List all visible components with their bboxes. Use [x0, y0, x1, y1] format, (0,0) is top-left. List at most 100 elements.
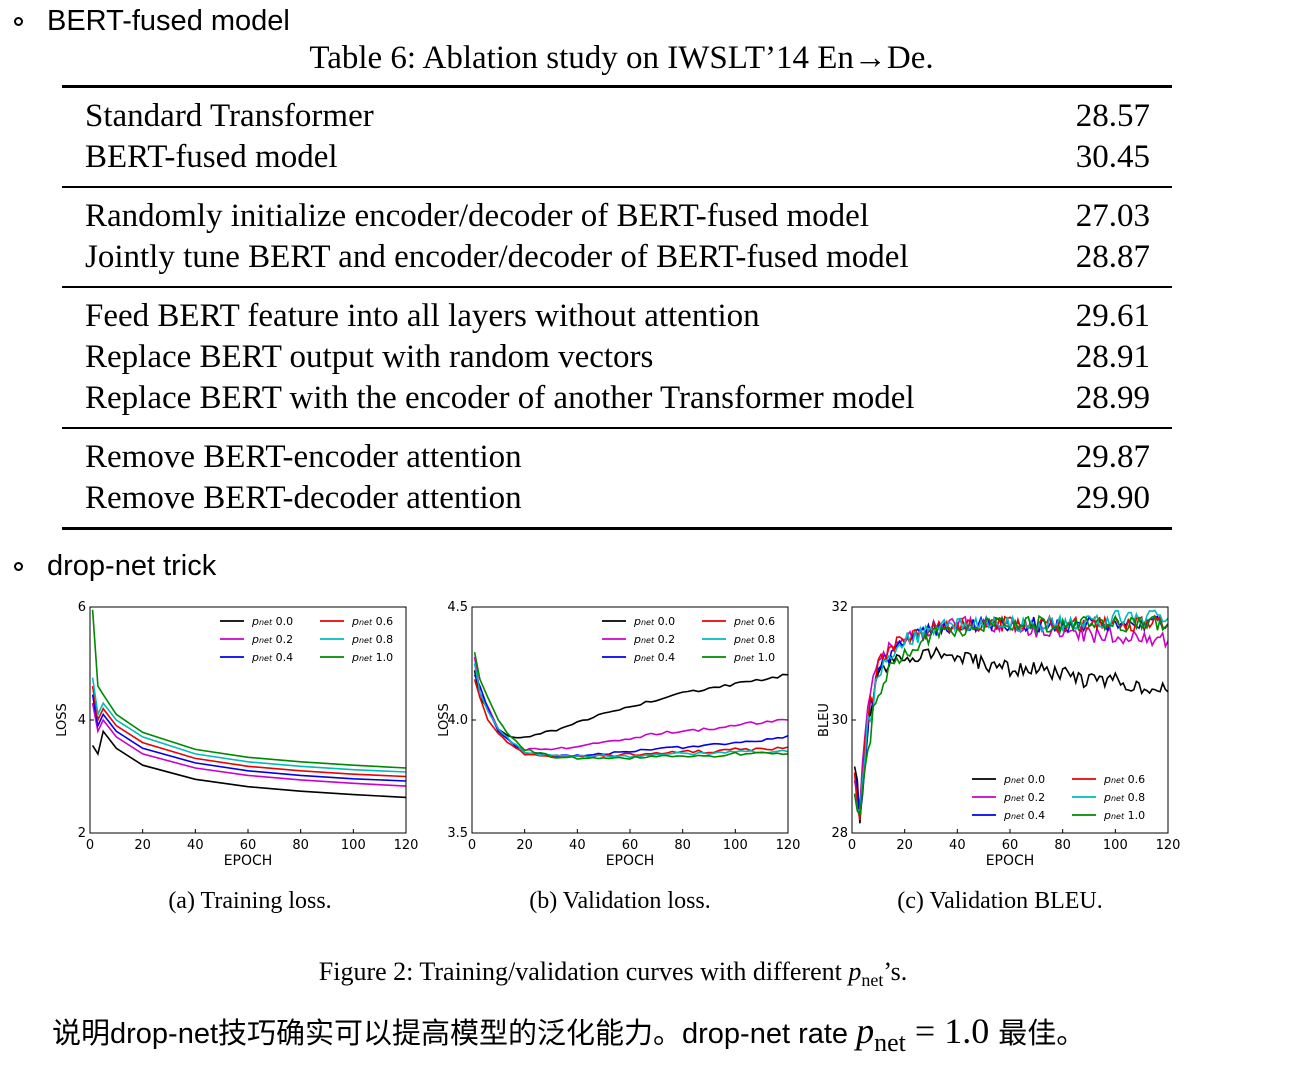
legend-sub: net — [1111, 776, 1125, 785]
table-cell-setting: BERT-fused model — [85, 139, 338, 175]
series-line-5 — [473, 652, 788, 760]
legend-p: p — [251, 633, 259, 646]
bullet-drop-net: drop-net trick — [14, 550, 216, 583]
bullet-circle-icon — [14, 17, 23, 26]
x-tick-label: 0 — [848, 838, 856, 853]
table-caption: Table 6: Ablation study on IWSLT’14 En→D… — [309, 40, 934, 76]
legend-sub: net — [359, 618, 373, 627]
legend-p: p — [1103, 791, 1111, 804]
ablation-table: Standard Transformer 28.57 BERT-fused mode… — [62, 85, 1172, 530]
x-tick-label: 0 — [86, 838, 94, 853]
series-line-5 — [91, 609, 406, 769]
legend-value: 0.8 — [754, 633, 775, 646]
math-eq: = 1.0 — [905, 1011, 999, 1051]
table-group-rule — [62, 286, 1172, 288]
figure-caption: Figure 2: Training/validation curves wit… — [0, 957, 1226, 991]
x-tick-label: 100 — [1103, 838, 1128, 853]
x-tick-label: 40 — [949, 838, 966, 853]
legend-label: pnet 0.2 — [1003, 791, 1045, 804]
table-cell-bleu: 29.87 — [1075, 439, 1150, 475]
legend-value: 0.2 — [272, 633, 293, 646]
legend-label: pnet 0.8 — [733, 633, 775, 646]
table-cell-setting: Randomly initialize encoder/decoder of B… — [85, 198, 869, 234]
x-axis-label: EPOCH — [986, 853, 1035, 869]
legend-value: 0.6 — [372, 615, 393, 628]
series-line-4 — [853, 609, 1168, 812]
x-tick-label: 80 — [674, 838, 691, 853]
legend-label: pnet 1.0 — [1103, 809, 1145, 822]
legend-p: p — [351, 651, 359, 664]
y-axis-label: BLEU — [817, 703, 832, 737]
legend-sub: net — [1011, 776, 1025, 785]
subcaption-c: (c) Validation BLEU. — [897, 888, 1103, 914]
series-line-3 — [91, 685, 406, 778]
x-tick-label: 20 — [896, 838, 913, 853]
series-line-2 — [91, 694, 406, 782]
table-cell-setting: Replace BERT with the encoder of another… — [85, 380, 915, 416]
legend-sub: net — [359, 654, 373, 663]
series-line-1 — [473, 656, 788, 752]
legend-value: 0.4 — [1024, 809, 1045, 822]
legend-sub: net — [259, 654, 273, 663]
conclusion-math: pnet = 1.0 — [856, 1010, 998, 1058]
figure-caption-p: p — [848, 957, 862, 986]
legend-p: p — [1103, 773, 1111, 786]
legend-value: 0.0 — [272, 615, 293, 628]
subcaption-b: (b) Validation loss. — [529, 888, 711, 914]
series-line-2 — [473, 674, 788, 759]
bullet-label: BERT-fused model — [47, 5, 290, 37]
table-cell-setting: Replace BERT output with random vectors — [85, 339, 654, 375]
legend-value: 0.4 — [272, 651, 293, 664]
legend-sub: net — [359, 636, 373, 645]
legend-p: p — [251, 651, 259, 664]
legend-label: pnet 0.0 — [1003, 773, 1045, 786]
x-tick-label: 80 — [1054, 838, 1071, 853]
y-tick-label: 6 — [78, 600, 86, 615]
legend-value: 0.6 — [754, 615, 775, 628]
legend-sub: net — [259, 618, 273, 627]
table-cell-setting: Remove BERT-encoder attention — [85, 439, 522, 475]
figure-caption-suffix: ’s. — [883, 957, 908, 986]
y-tick-label: 4.0 — [447, 713, 468, 728]
legend-p: p — [1003, 809, 1011, 822]
legend-sub: net — [741, 618, 755, 627]
y-tick-label: 4 — [78, 713, 86, 728]
legend-value: 0.8 — [372, 633, 393, 646]
series-group — [91, 609, 406, 799]
legend-value: 1.0 — [372, 651, 393, 664]
table-cell-bleu: 28.91 — [1075, 339, 1150, 375]
legend-label: pnet 1.0 — [733, 651, 775, 664]
x-tick-label: 80 — [292, 838, 309, 853]
x-axis-label: EPOCH — [606, 853, 655, 869]
table-cell-bleu: 28.87 — [1075, 239, 1150, 275]
series-line-3 — [473, 679, 788, 759]
y-tick-label: 3.5 — [447, 826, 468, 841]
legend-p: p — [1003, 773, 1011, 786]
legend-sub: net — [1011, 794, 1025, 803]
legend-value: 0.2 — [654, 633, 675, 646]
legend-value: 0.0 — [1024, 773, 1045, 786]
table-row: Replace BERT output with random vectors 2… — [62, 337, 1172, 378]
series-group — [473, 652, 788, 760]
legend-sub: net — [641, 636, 655, 645]
figure-caption-sub: net — [861, 970, 884, 991]
legend-sub: net — [741, 636, 755, 645]
series-line-0 — [853, 646, 1168, 824]
legend-label: pnet 0.4 — [1003, 809, 1045, 822]
legend-p: p — [351, 633, 359, 646]
table-bottom-rule — [62, 527, 1172, 530]
table-top-rule — [62, 85, 1172, 88]
table-group: Feed BERT feature into all layers withou… — [62, 288, 1172, 427]
legend-p: p — [633, 615, 641, 628]
table-cell-bleu: 29.61 — [1075, 298, 1150, 334]
legend-sub: net — [741, 654, 755, 663]
legend-sub: net — [1111, 794, 1125, 803]
x-axis-label: EPOCH — [224, 853, 273, 869]
table-cell-bleu: 29.90 — [1075, 480, 1150, 516]
table-row: Jointly tune BERT and encoder/decoder of… — [62, 237, 1172, 278]
table-cell-bleu: 28.99 — [1075, 380, 1150, 416]
legend-label: pnet 0.8 — [351, 633, 393, 646]
